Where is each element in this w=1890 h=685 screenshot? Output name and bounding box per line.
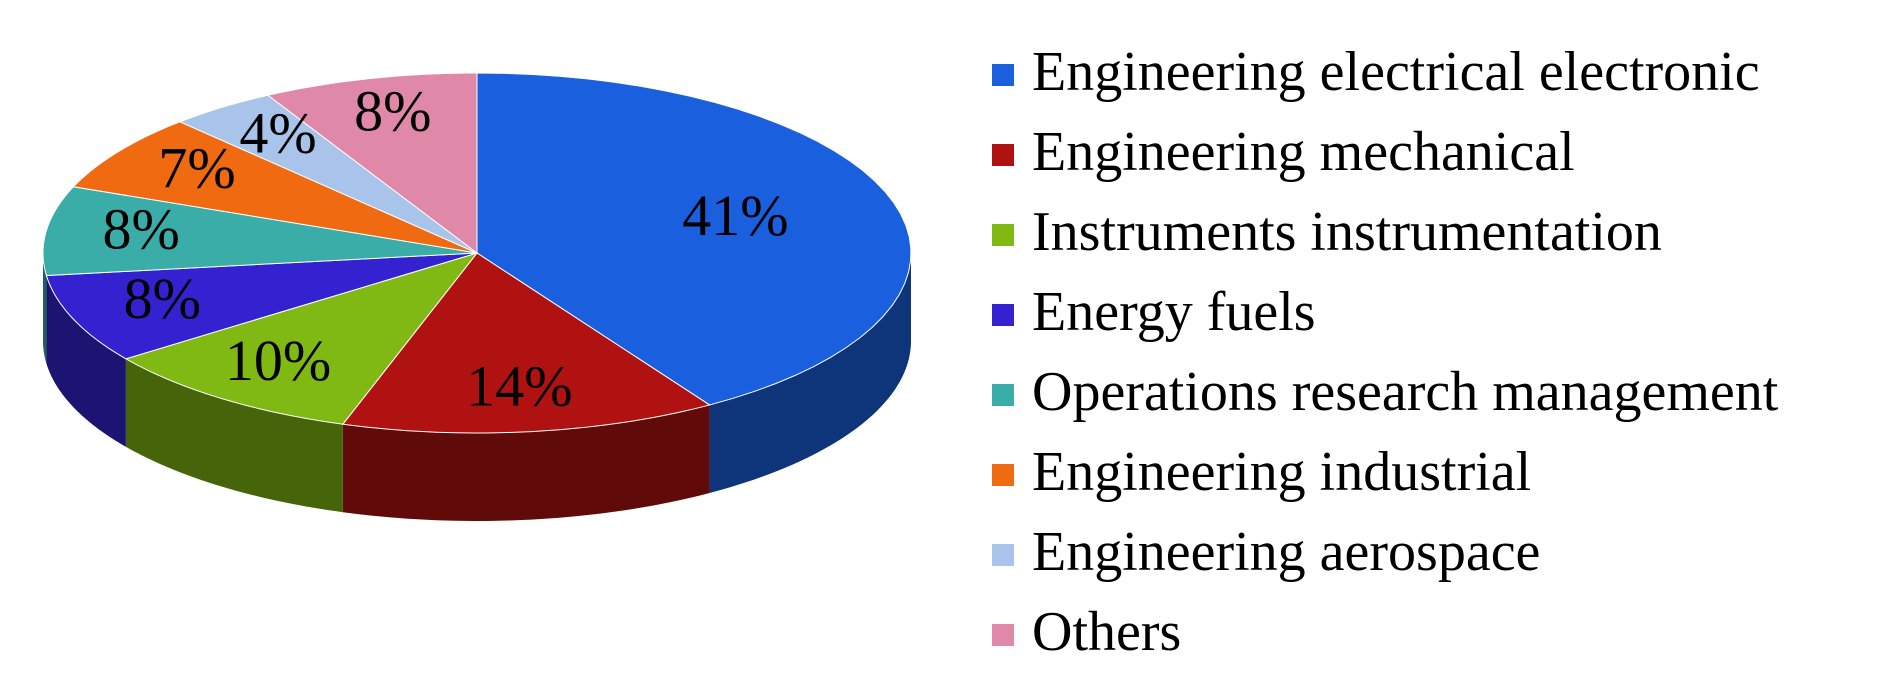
legend-swatch: [992, 304, 1014, 326]
slice: [178, 94, 478, 254]
slice: [266, 72, 478, 255]
legend-label: Engineering aerospace: [1032, 521, 1540, 583]
slice-side: [43, 253, 47, 364]
legend-label: Engineering industrial: [1032, 441, 1531, 503]
legend-label: Engineering mechanical: [1032, 121, 1575, 183]
legend-swatch: [992, 224, 1014, 246]
legend-swatch: [992, 624, 1014, 646]
legend-label: Instruments instrumentation: [1032, 201, 1662, 263]
slice-side: [125, 358, 343, 513]
legend-swatch: [992, 384, 1014, 406]
legend-swatch: [992, 144, 1014, 166]
data-label: 41%: [682, 183, 788, 248]
slice-side: [709, 253, 911, 493]
data-label: 7%: [158, 135, 235, 200]
slice: [124, 252, 479, 425]
legend-label: Engineering electrical electronic: [1032, 41, 1760, 103]
data-label: 10%: [225, 328, 331, 393]
data-label: 4%: [239, 101, 316, 166]
data-label: 8%: [102, 197, 179, 262]
data-label: 8%: [124, 266, 201, 331]
data-label: 14%: [466, 354, 572, 419]
legend-label: Operations research management: [1032, 361, 1779, 423]
slice-side: [46, 275, 126, 447]
slice: [42, 186, 478, 277]
slice: [341, 252, 711, 434]
slice: [45, 252, 478, 360]
legend-swatch: [992, 464, 1014, 486]
legend-label: Energy fuels: [1032, 281, 1316, 343]
legend-swatch: [992, 544, 1014, 566]
slice-side: [342, 404, 710, 521]
legend-swatch: [992, 64, 1014, 86]
slice: [72, 121, 478, 254]
data-label: 8%: [354, 78, 431, 143]
legend-label: Others: [1032, 601, 1181, 663]
slice: [476, 72, 912, 406]
